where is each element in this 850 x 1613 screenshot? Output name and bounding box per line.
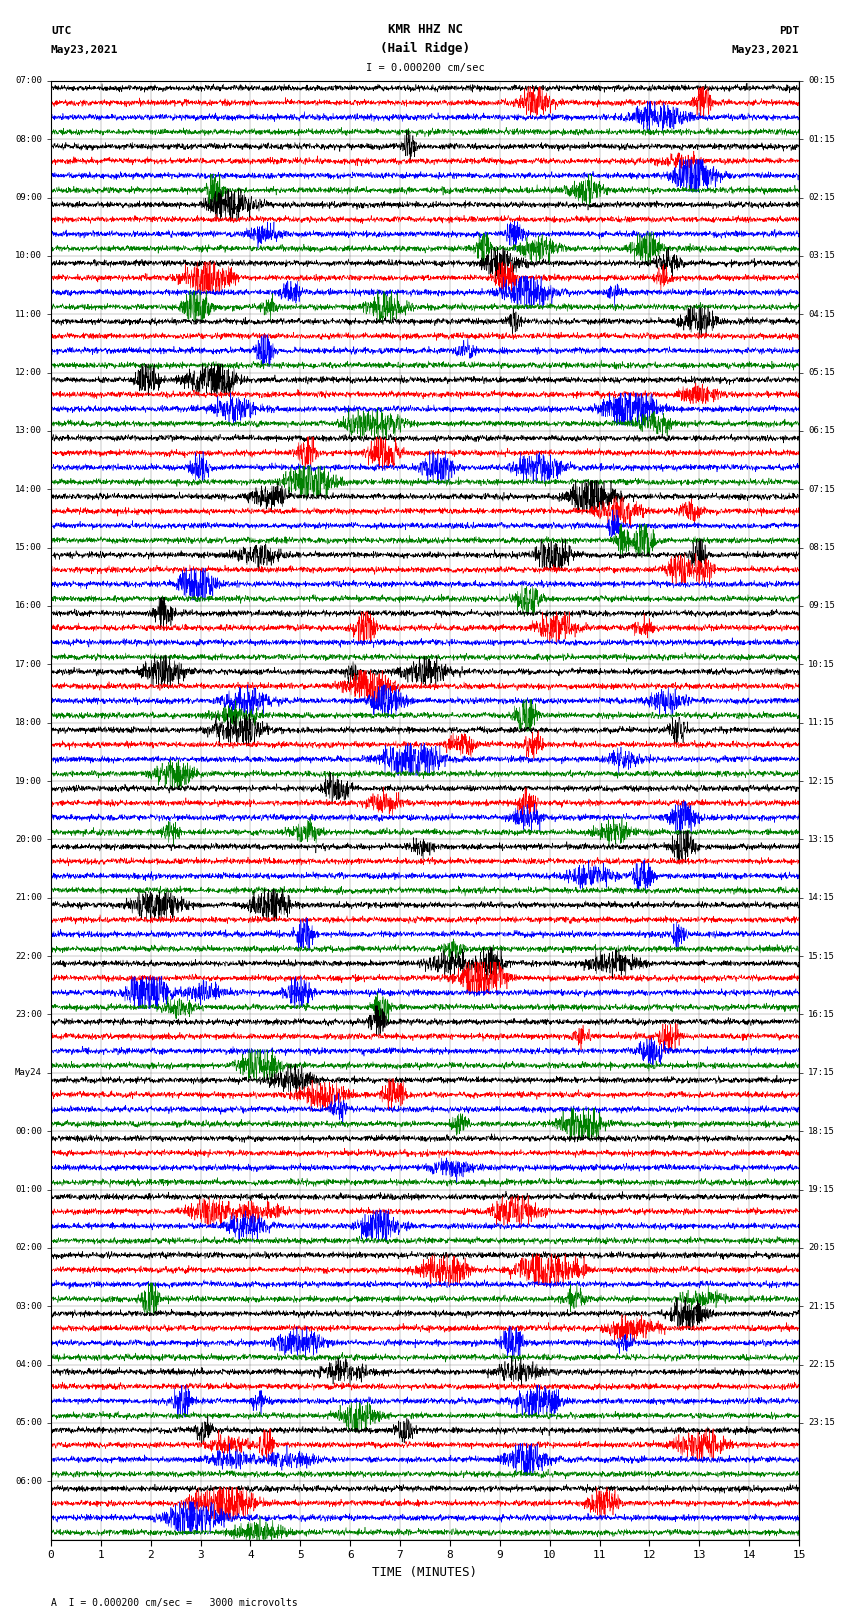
Text: May23,2021: May23,2021 [51,45,118,55]
Text: I = 0.000200 cm/sec: I = 0.000200 cm/sec [366,63,484,73]
Text: UTC: UTC [51,26,71,35]
Text: May23,2021: May23,2021 [732,45,799,55]
X-axis label: TIME (MINUTES): TIME (MINUTES) [372,1566,478,1579]
Text: PDT: PDT [779,26,799,35]
Text: A  I = 0.000200 cm/sec =   3000 microvolts: A I = 0.000200 cm/sec = 3000 microvolts [51,1598,298,1608]
Text: KMR HHZ NC: KMR HHZ NC [388,23,462,35]
Text: (Hail Ridge): (Hail Ridge) [380,42,470,55]
